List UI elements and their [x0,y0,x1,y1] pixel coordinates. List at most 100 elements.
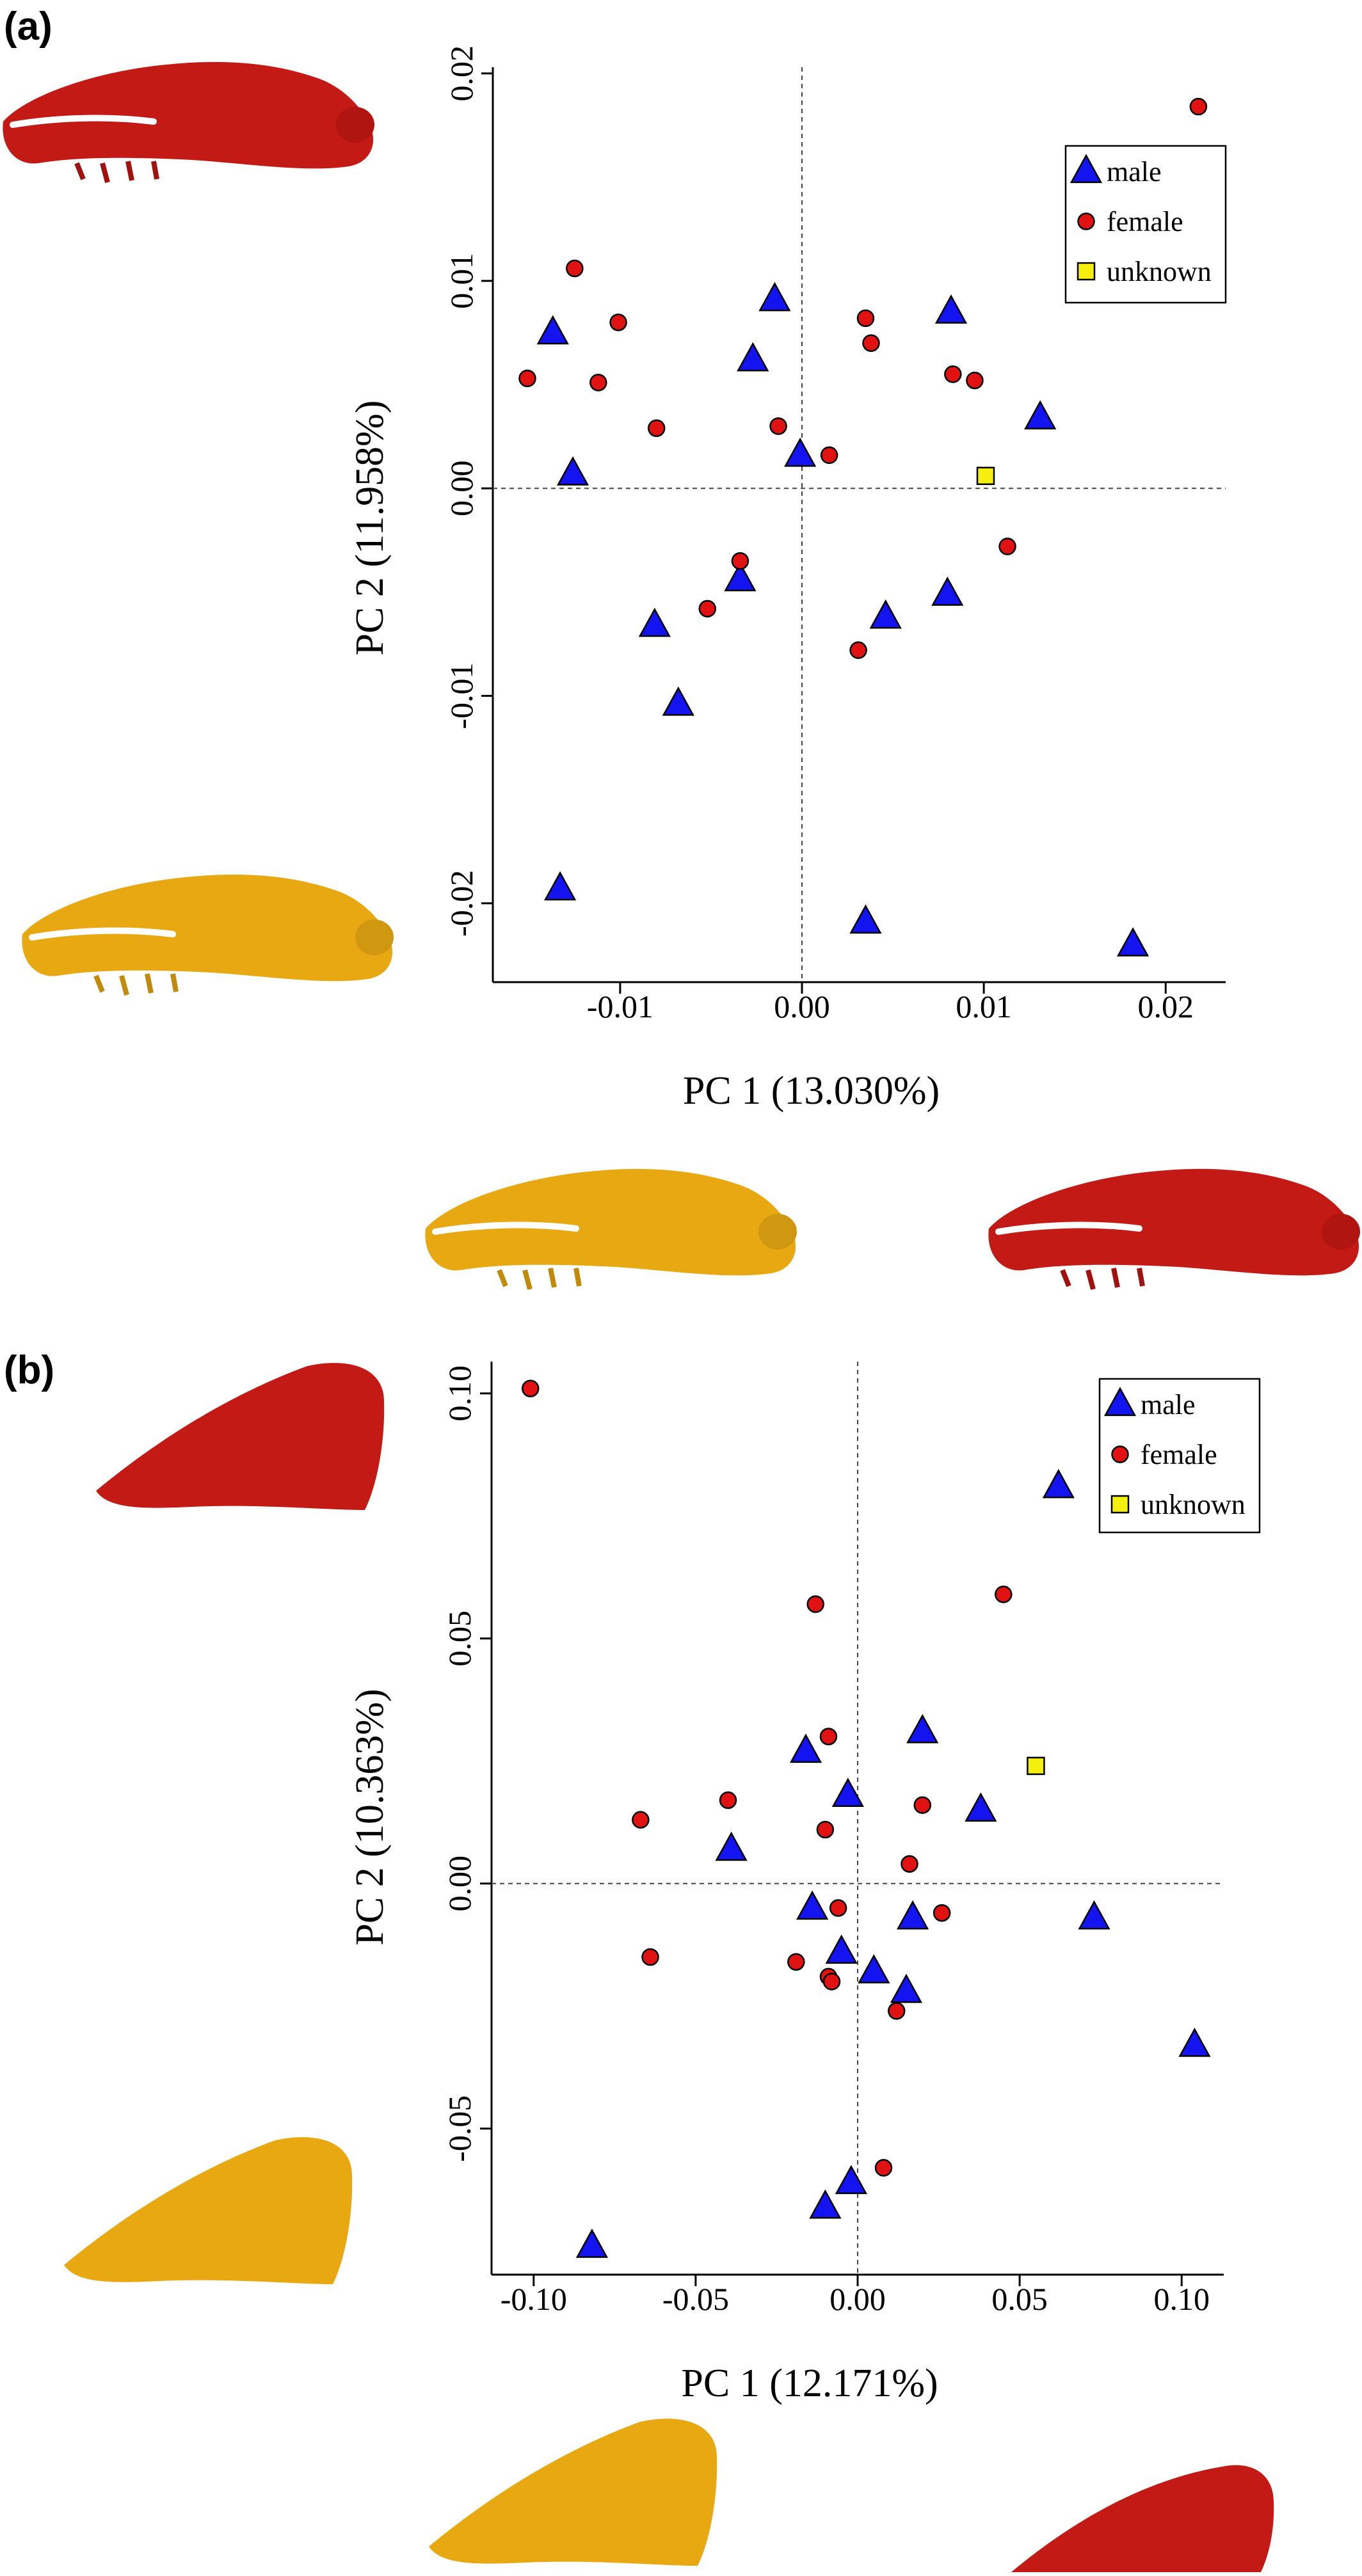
female-b-point-5 [913,1796,931,1814]
legend-label-male-a: male [1107,156,1162,187]
x-tick-label-b-2: 0.00 [829,2281,886,2317]
female-a-point-1 [566,259,584,278]
x-tick-label-b-0: -0.10 [501,2281,567,2317]
panel-label-b: (b) [4,1348,54,1392]
legend-unknown-b-point-0 [1110,1495,1130,1514]
y-tick-label-a-2: 0.00 [444,461,479,517]
legend-label-male-b: male [1141,1389,1196,1420]
male-b-point-5 [715,1831,748,1861]
female-b-point-12 [787,1953,805,1971]
y-tick-label-a-1: -0.01 [444,662,479,729]
male-b-point-3 [831,1777,864,1808]
female-b-point-4 [719,1791,737,1809]
x-tick-label-a-1: 0.00 [774,989,830,1024]
bone-model-gold-bottom-center [429,2419,717,2566]
male-a-point-0 [536,315,569,345]
female-b-point-1 [806,1595,824,1613]
legend-unknown-a-point-0 [1077,262,1096,281]
female-b-point-3 [819,1728,838,1745]
female-b-point-15 [887,2002,906,2020]
legend-a: male female unknown [1064,145,1227,304]
skull-model-gold-bottom-left [22,874,394,996]
male-b-point-7 [896,1900,929,1930]
male-a-point-3 [737,342,769,372]
unknown-b-point-0 [1027,1756,1045,1776]
legend-female-b-point-0 [1111,1445,1129,1463]
female-a-point-6 [862,334,880,353]
male-a-point-9 [869,599,902,629]
male-a-point-1 [556,456,589,486]
female-a-point-8 [966,371,984,390]
female-a-point-3 [589,374,607,392]
female-a-point-9 [769,417,787,435]
female-b-point-0 [521,1379,540,1397]
x-tick-label-a-3: 0.02 [1137,989,1194,1024]
female-b-point-11 [641,1948,659,1966]
male-b-point-10 [858,1954,890,1984]
y-axis-label-a: PC 2 (11.958%) [348,401,392,656]
male-b-point-8 [1078,1900,1110,1930]
male-b-point-4 [965,1792,997,1822]
y-tick-label-a-0: -0.02 [444,870,479,937]
male-b-point-1 [789,1733,822,1763]
male-a-point-4 [784,437,817,467]
legend-male-a-point-0 [1070,154,1103,184]
legend-female-a-point-0 [1077,212,1095,230]
x-tick-label-b-1: -0.05 [662,2281,729,2317]
x-axis-label-b: PC 1 (12.171%) [681,2362,938,2405]
female-a-point-15 [1189,97,1208,116]
bone-model-gold-bottom-left [64,2137,353,2284]
y-tick-label-a-3: 0.01 [444,253,479,309]
female-a-point-0 [518,369,536,388]
y-tick-label-a-4: 0.02 [444,45,479,102]
legend-male-b-point-0 [1103,1387,1137,1417]
male-a-point-12 [544,871,577,901]
y-tick-label-b-2: 0.05 [442,1610,477,1667]
legend-label-unknown-b: unknown [1141,1489,1246,1520]
y-axis-label-b: PC 2 (10.363%) [348,1689,392,1945]
female-b-point-8 [901,1855,918,1873]
female-a-point-7 [944,365,962,383]
male-b-point-15 [575,2229,609,2258]
y-tick-label-b-1: 0.00 [442,1856,477,1912]
male-a-point-10 [931,576,964,606]
male-b-point-12 [1178,2027,1211,2057]
male-a-point-2 [758,282,791,312]
female-a-point-13 [698,600,717,618]
scatter-chart-a: -0.01 0.00 0.01 0.02 -0.02 -0.01 0.00 0.01 0.02 P… [348,45,1227,1113]
legend-label-unknown-a: unknown [1107,256,1212,287]
male-a-point-8 [724,562,757,592]
male-b-point-9 [825,1934,858,1964]
female-b-point-9 [933,1904,951,1922]
y-tick-label-b-0: -0.05 [442,2095,477,2162]
female-a-point-10 [820,446,838,465]
male-b-point-11 [890,1973,923,2003]
skull-model-red-bottom-right [988,1168,1360,1291]
bone-model-red-bottom-right [1011,2465,1274,2572]
female-b-point-6 [632,1811,650,1829]
unknown-a-point-0 [976,466,995,486]
male-b-point-13 [835,2165,867,2195]
male-a-point-13 [849,904,882,934]
male-a-point-5 [934,294,968,324]
female-b-point-10 [829,1899,847,1917]
female-a-point-5 [856,309,875,328]
female-b-point-2 [995,1586,1013,1603]
skull-model-red-top-left [3,61,374,184]
female-b-point-7 [816,1820,835,1839]
legend-b: male female unknown [1098,1378,1261,1534]
male-b-point-2 [906,1713,939,1744]
male-a-point-6 [1024,400,1057,430]
male-b-point-14 [809,2189,842,2219]
male-a-point-14 [1116,927,1150,957]
y-tick-label-b-3: 0.10 [442,1365,477,1422]
x-tick-label-a-2: 0.01 [956,989,1012,1024]
x-tick-label-a-0: -0.01 [587,989,653,1024]
skull-model-gold-bottom-center [425,1168,797,1291]
legend-label-female-a: female [1107,206,1183,237]
x-tick-label-b-4: 0.10 [1153,2281,1210,2317]
panel-label-a: (a) [4,4,52,49]
scatter-chart-b: -0.10 -0.05 0.00 0.05 0.10 -0.05 0.00 0.05 0.10 P… [348,1362,1261,2405]
female-a-point-14 [849,641,867,659]
